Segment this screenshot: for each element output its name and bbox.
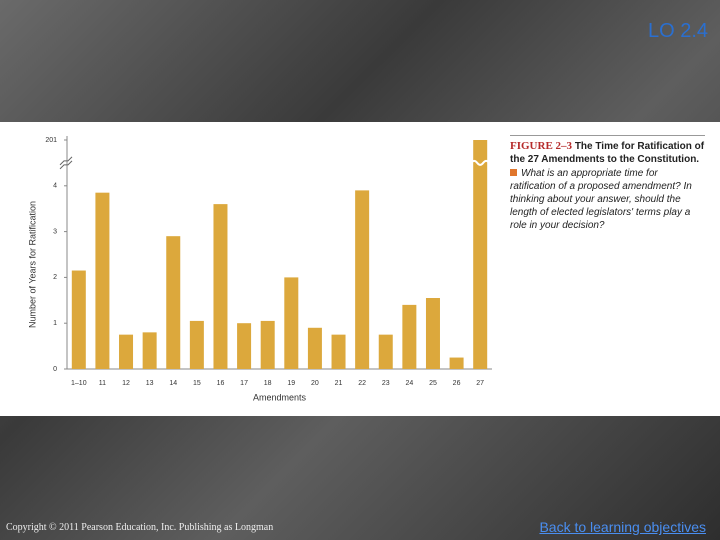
caption-title: The Time for Ratification of the 27 Amen… xyxy=(510,141,705,165)
axis-break xyxy=(59,156,73,170)
x-tick-label: 26 xyxy=(453,380,461,387)
bar xyxy=(189,320,204,369)
caption-label: FIGURE 2–3 xyxy=(510,140,573,152)
bar xyxy=(307,327,322,369)
bar xyxy=(284,277,299,369)
back-link[interactable]: Back to learning objectives xyxy=(539,519,706,535)
bar xyxy=(142,332,157,369)
x-tick-label: 20 xyxy=(311,380,319,387)
x-tick-label: 15 xyxy=(193,380,201,387)
y-tick-label: 4 xyxy=(53,183,57,190)
bar xyxy=(402,304,417,369)
x-tick-label: 24 xyxy=(405,380,413,387)
x-tick-label: 23 xyxy=(382,380,390,387)
x-tick-label: 22 xyxy=(358,380,366,387)
bar xyxy=(425,298,440,369)
bar xyxy=(449,357,464,369)
x-tick-label: 27 xyxy=(476,380,484,387)
x-tick-label: 25 xyxy=(429,380,437,387)
x-tick-label: 1–10 xyxy=(71,380,87,387)
bar xyxy=(213,204,228,369)
bar xyxy=(95,192,110,369)
x-tick-label: 18 xyxy=(264,380,272,387)
bar xyxy=(378,334,393,369)
copyright: Copyright © 2011 Pearson Education, Inc.… xyxy=(6,522,274,533)
y-tick-label: 2 xyxy=(53,274,57,281)
x-axis-label: Amendments xyxy=(253,392,307,402)
bar xyxy=(473,140,488,369)
x-tick-label: 19 xyxy=(287,380,295,387)
bar xyxy=(71,270,86,369)
caption-question-block: What is an appropriate time for ratifica… xyxy=(510,167,705,232)
y-tick-label: 0 xyxy=(53,366,57,373)
bar xyxy=(260,320,275,369)
caption-question: What is an appropriate time for ratifica… xyxy=(510,168,692,231)
bar-break xyxy=(470,159,490,166)
bar xyxy=(237,323,252,369)
x-tick-label: 16 xyxy=(217,380,225,387)
bar xyxy=(355,190,370,369)
objective: LO 2.4 xyxy=(647,20,708,42)
bar xyxy=(331,334,346,369)
y-tick-label: 3 xyxy=(53,228,57,235)
caption: FIGURE 2–3 The Time for Ratification of … xyxy=(510,135,705,232)
x-tick-label: 21 xyxy=(335,380,343,387)
x-tick-label: 13 xyxy=(146,380,154,387)
x-tick-label: 12 xyxy=(122,380,130,387)
y-tick-label: 201 xyxy=(45,137,57,144)
bar xyxy=(166,236,181,369)
y-axis-label: Number of Years for Ratification xyxy=(27,201,37,328)
bar xyxy=(119,334,134,369)
x-tick-label: 11 xyxy=(99,380,106,387)
bullet xyxy=(510,169,517,176)
y-tick-label: 1 xyxy=(53,320,57,327)
x-tick-label: 14 xyxy=(169,380,177,387)
x-tick-label: 17 xyxy=(240,380,248,387)
